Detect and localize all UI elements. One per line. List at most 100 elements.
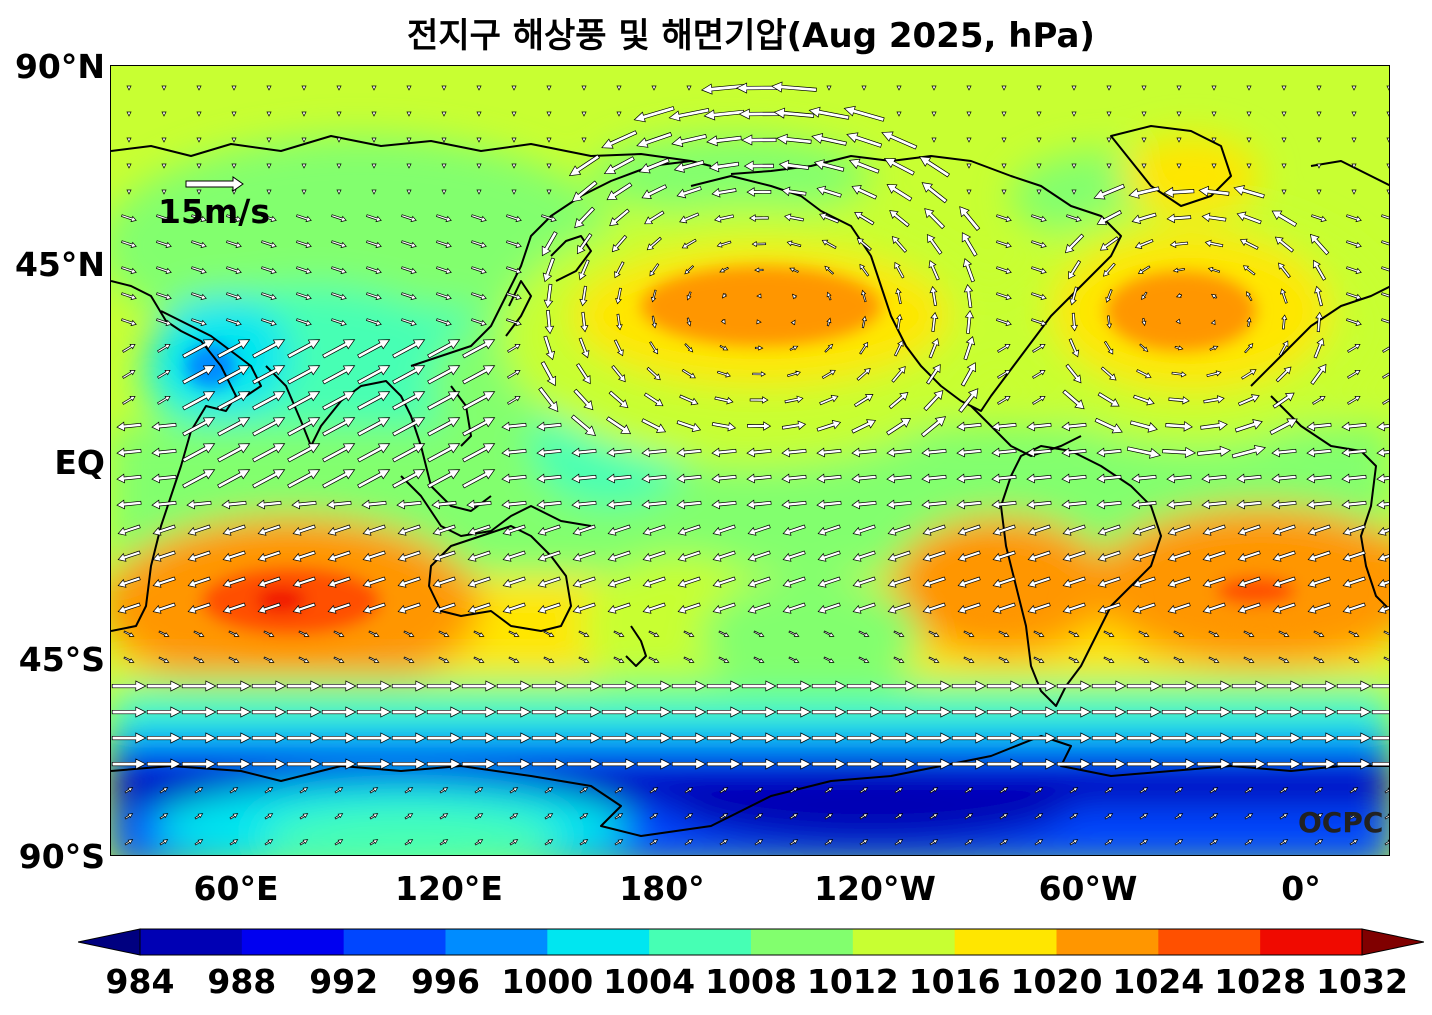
wind-arrow [719, 344, 729, 351]
wind-arrow [636, 758, 672, 770]
wind-arrow [397, 550, 421, 562]
wind-arrow [776, 133, 812, 145]
wind-arrow [474, 813, 484, 820]
wind-arrow [999, 839, 1009, 846]
wind-arrow [263, 630, 275, 637]
wind-arrow [1139, 343, 1149, 353]
wind-arrow [921, 499, 947, 510]
wind-arrow [462, 469, 496, 489]
wind-arrow [1133, 394, 1155, 406]
wind-arrow [1103, 262, 1116, 277]
wind-arrow [614, 787, 624, 794]
wind-arrow [543, 630, 555, 637]
wind-arrow [476, 189, 482, 195]
wind-arrow [572, 550, 596, 562]
wind-arrow [251, 680, 287, 692]
wind-arrow [191, 266, 207, 275]
wind-arrow [859, 813, 869, 820]
wind-arrow [124, 787, 134, 794]
wind-arrow [956, 499, 982, 510]
wind-arrow [928, 630, 940, 637]
wind-arrow [217, 417, 251, 437]
wind-arrow [776, 758, 812, 770]
wind-arrow [601, 130, 638, 149]
wind-arrow [823, 656, 835, 663]
wind-arrow [371, 137, 377, 143]
wind-arrow [1280, 288, 1288, 304]
wind-arrow [1036, 163, 1042, 169]
wind-arrow [776, 706, 812, 718]
wind-arrow [751, 240, 767, 248]
wind-arrow [298, 630, 310, 637]
wind-arrow [1210, 293, 1218, 299]
wind-arrow [891, 365, 906, 383]
wind-arrow [1033, 656, 1045, 663]
wind-arrow [963, 630, 975, 637]
wind-arrow [161, 189, 167, 195]
wind-arrow [1301, 732, 1337, 744]
wind-arrow [222, 602, 246, 614]
wind-arrow [824, 265, 835, 275]
wind-arrow [1099, 236, 1119, 251]
wind-arrow [817, 602, 841, 614]
wind-arrow [1069, 839, 1079, 846]
wind-arrow [578, 259, 590, 281]
wind-arrow [531, 758, 567, 770]
wind-arrow [646, 236, 662, 251]
wind-arrow [684, 813, 694, 820]
wind-arrow [747, 421, 772, 431]
wind-arrow [916, 706, 952, 718]
wind-arrow [881, 131, 918, 150]
wind-arrow [427, 365, 461, 385]
wind-arrow [471, 240, 487, 249]
wind-arrow [964, 310, 975, 334]
wind-arrow [156, 292, 172, 301]
wind-arrow [159, 839, 169, 846]
colorbar-segment [445, 929, 548, 955]
wind-arrow [1376, 447, 1389, 458]
wind-arrow [992, 576, 1016, 588]
wind-arrow [784, 213, 804, 222]
wind-arrow [432, 602, 456, 614]
wind-arrow [1106, 315, 1113, 329]
wind-arrow [427, 469, 461, 489]
wind-arrow [181, 758, 217, 770]
wind-arrow [753, 630, 765, 637]
wind-arrow [226, 240, 242, 249]
wind-arrow [1206, 370, 1222, 378]
wind-arrow [578, 630, 590, 637]
wind-arrow [406, 163, 412, 169]
wind-arrow [261, 240, 277, 249]
wind-arrow [427, 443, 461, 463]
wind-arrow [641, 447, 667, 458]
wind-arrow [1236, 211, 1262, 225]
wind-arrow [679, 212, 700, 224]
wind-arrow [998, 656, 1010, 663]
wind-arrow [708, 161, 740, 173]
wind-arrow [1106, 163, 1112, 169]
wind-arrow [124, 813, 134, 820]
wind-arrow [371, 85, 377, 91]
wind-arrow [392, 365, 426, 385]
wind-arrow [1384, 813, 1389, 820]
wind-arrow [992, 524, 1016, 536]
wind-arrow [824, 839, 834, 846]
wind-arrow [291, 499, 317, 510]
wind-arrow [996, 214, 1012, 223]
wind-arrow [649, 787, 659, 794]
wind-arrow [1126, 680, 1162, 692]
wind-arrow [789, 839, 799, 846]
colorbar-segment [954, 929, 1057, 955]
wind-arrow [1126, 732, 1162, 744]
wind-arrow [931, 137, 937, 143]
wind-arrow [893, 339, 904, 357]
wind-arrow [287, 339, 321, 359]
wind-arrow [296, 318, 312, 327]
wind-arrow [1103, 656, 1115, 663]
wind-arrow [1141, 317, 1147, 327]
wind-arrow [181, 680, 217, 692]
wind-arrow [741, 732, 777, 744]
wind-arrow [126, 189, 132, 195]
wind-arrow [888, 392, 909, 410]
wind-arrow [747, 602, 771, 614]
